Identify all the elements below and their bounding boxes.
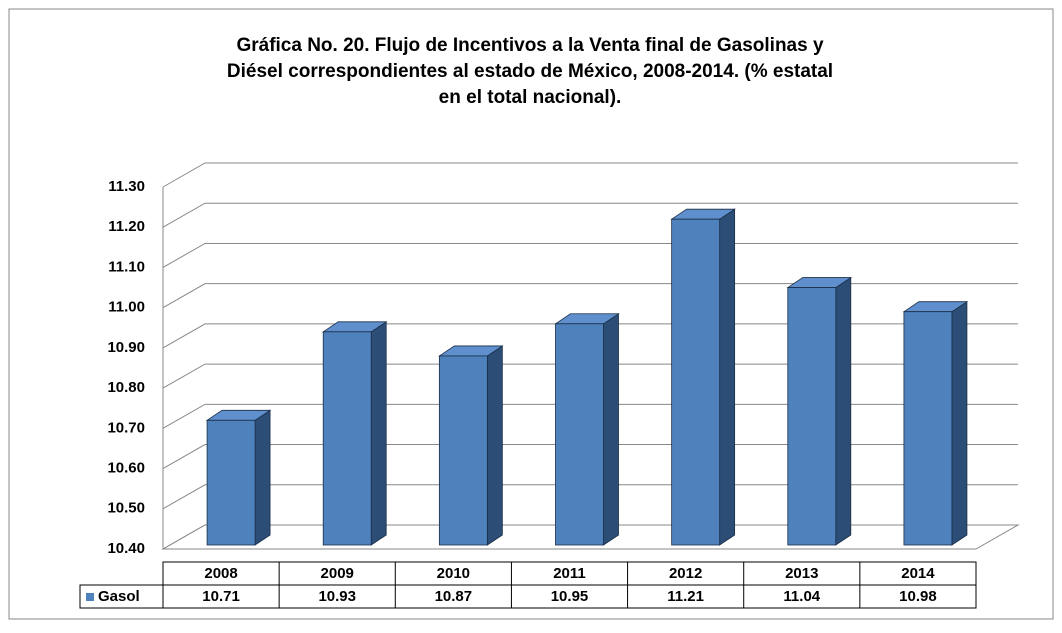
bar [438,355,488,546]
chart-title: Diésel correspondientes al estado de Méx… [227,61,833,82]
data-table-value: 10.87 [435,588,473,605]
y-tick-label: 10.60 [107,460,145,477]
chart-border [8,8,1054,620]
chart-title: Gráfica No. 20. Flujo de Incentivos a la… [236,35,824,56]
data-table-value: 10.71 [202,588,240,605]
y-tick-label: 10.80 [107,379,145,396]
bar-side [603,313,619,546]
bar [206,419,256,546]
bar-side [370,321,387,546]
bar [787,287,837,546]
x-tick-label: 2012 [669,565,702,582]
x-tick-label: 2011 [553,565,586,582]
grid-line [162,162,1018,188]
bar [322,331,372,546]
grid-line [162,323,1018,349]
y-tick-label: 10.90 [107,339,145,356]
chart-title: en el total nacional). [439,87,622,108]
bar-side [486,345,503,546]
bar [671,218,721,546]
y-tick-label: 11.20 [108,218,145,235]
y-tick-label: 10.50 [107,500,145,517]
grid-line [162,363,1018,389]
bar-side [254,409,271,546]
x-tick-label: 2010 [437,565,470,582]
grid-line [162,283,1018,309]
y-tick-label: 11.30 [108,178,145,195]
data-table-value: 11.21 [667,588,704,605]
y-tick-label: 10.70 [107,419,145,436]
bar [903,311,953,546]
grid-line [162,202,1018,228]
x-tick-label: 2009 [321,565,354,582]
grid-line [162,524,1018,550]
legend-swatch [86,593,94,601]
data-table-row [79,584,977,609]
grid-line [162,444,1018,469]
grid-line [162,484,1018,510]
y-tick-label: 10.40 [107,540,145,557]
data-table-value: 10.95 [551,588,589,605]
x-tick-label: 2014 [901,565,935,582]
data-table-value: 11.04 [783,588,820,605]
legend-label: Gasol [98,588,140,605]
y-tick-label: 11.10 [108,258,145,275]
y-tick-label: 11.00 [108,299,145,316]
bar-side [951,300,968,546]
grid-line [162,242,1018,268]
data-table-value: 10.93 [318,588,356,605]
x-tick-label: 2013 [785,565,818,582]
bar-side [835,276,852,546]
bar [555,323,604,546]
grid-line [162,403,1018,429]
data-table-value: 10.98 [899,588,937,605]
x-tick-label: 2008 [204,565,237,582]
bar-side [719,208,736,546]
